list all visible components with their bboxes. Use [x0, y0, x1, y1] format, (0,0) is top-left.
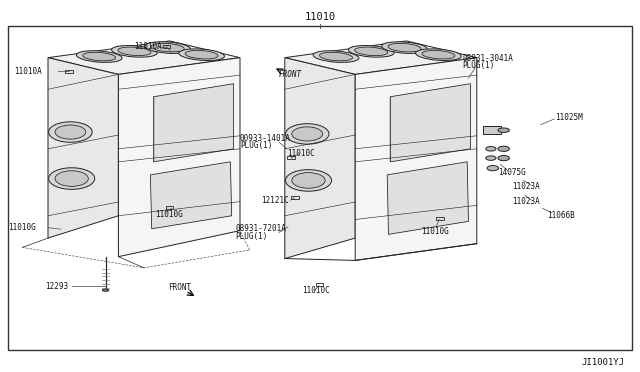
Bar [163, 45, 170, 48]
Ellipse shape [49, 168, 95, 189]
Ellipse shape [486, 147, 496, 151]
Text: 08931-3041A: 08931-3041A [462, 54, 513, 63]
Polygon shape [48, 58, 118, 238]
Ellipse shape [498, 128, 509, 132]
Text: PLUG(1): PLUG(1) [236, 232, 268, 241]
Bar [436, 217, 444, 220]
Text: 11066B: 11066B [547, 211, 575, 220]
Text: PLUG(1): PLUG(1) [462, 61, 495, 70]
Ellipse shape [285, 170, 332, 191]
Ellipse shape [486, 156, 496, 160]
Text: JI1001YJ: JI1001YJ [581, 358, 624, 367]
Text: FRONT: FRONT [279, 70, 302, 79]
Ellipse shape [292, 127, 323, 141]
Text: 08931-7201A: 08931-7201A [236, 224, 286, 233]
Text: 11023A: 11023A [512, 182, 540, 191]
Polygon shape [483, 126, 501, 134]
Ellipse shape [111, 45, 157, 57]
Ellipse shape [285, 124, 329, 144]
Ellipse shape [498, 155, 509, 161]
Ellipse shape [76, 51, 122, 62]
Bar [287, 156, 295, 159]
Ellipse shape [355, 47, 388, 55]
Text: 11023A: 11023A [512, 197, 540, 206]
Ellipse shape [145, 42, 191, 54]
Polygon shape [150, 162, 232, 229]
Ellipse shape [415, 49, 461, 61]
Ellipse shape [83, 52, 116, 61]
Text: 11010: 11010 [305, 12, 335, 22]
Polygon shape [387, 162, 468, 234]
Bar [291, 196, 299, 199]
Polygon shape [285, 41, 477, 74]
Text: 11010C: 11010C [287, 149, 314, 158]
Ellipse shape [381, 42, 428, 54]
Ellipse shape [185, 51, 218, 59]
Ellipse shape [388, 44, 421, 52]
Ellipse shape [498, 146, 509, 151]
Ellipse shape [55, 125, 86, 139]
Ellipse shape [292, 173, 325, 188]
Text: FRONT: FRONT [168, 283, 191, 292]
Polygon shape [118, 58, 240, 257]
Text: 12121C: 12121C [261, 196, 289, 205]
Ellipse shape [319, 52, 353, 61]
Bar [166, 206, 173, 209]
Ellipse shape [348, 45, 394, 57]
Text: PLUG(1): PLUG(1) [240, 141, 273, 150]
Ellipse shape [118, 47, 151, 55]
Ellipse shape [422, 51, 455, 59]
Text: 11010G: 11010G [8, 223, 35, 232]
Text: 14075G: 14075G [498, 168, 525, 177]
Bar [8, 26, 632, 350]
Polygon shape [355, 58, 477, 260]
Text: 11025M: 11025M [556, 113, 583, 122]
Text: 11010A: 11010A [134, 42, 162, 51]
Polygon shape [154, 84, 234, 162]
Text: 11010G: 11010G [155, 210, 182, 219]
Text: 12293: 12293 [45, 282, 68, 291]
Text: 00933-1401A: 00933-1401A [240, 134, 291, 143]
Bar [65, 70, 73, 73]
Ellipse shape [49, 122, 92, 142]
Ellipse shape [151, 44, 184, 52]
Ellipse shape [55, 171, 88, 186]
Text: 11010C: 11010C [302, 286, 330, 295]
Ellipse shape [313, 51, 359, 62]
Ellipse shape [487, 166, 499, 171]
Text: 11010G: 11010G [421, 227, 449, 236]
Bar [316, 283, 323, 286]
Polygon shape [285, 58, 355, 259]
Polygon shape [48, 41, 240, 74]
Text: 11010A: 11010A [14, 67, 42, 76]
Polygon shape [390, 84, 470, 162]
Ellipse shape [179, 49, 225, 61]
Ellipse shape [102, 289, 109, 291]
